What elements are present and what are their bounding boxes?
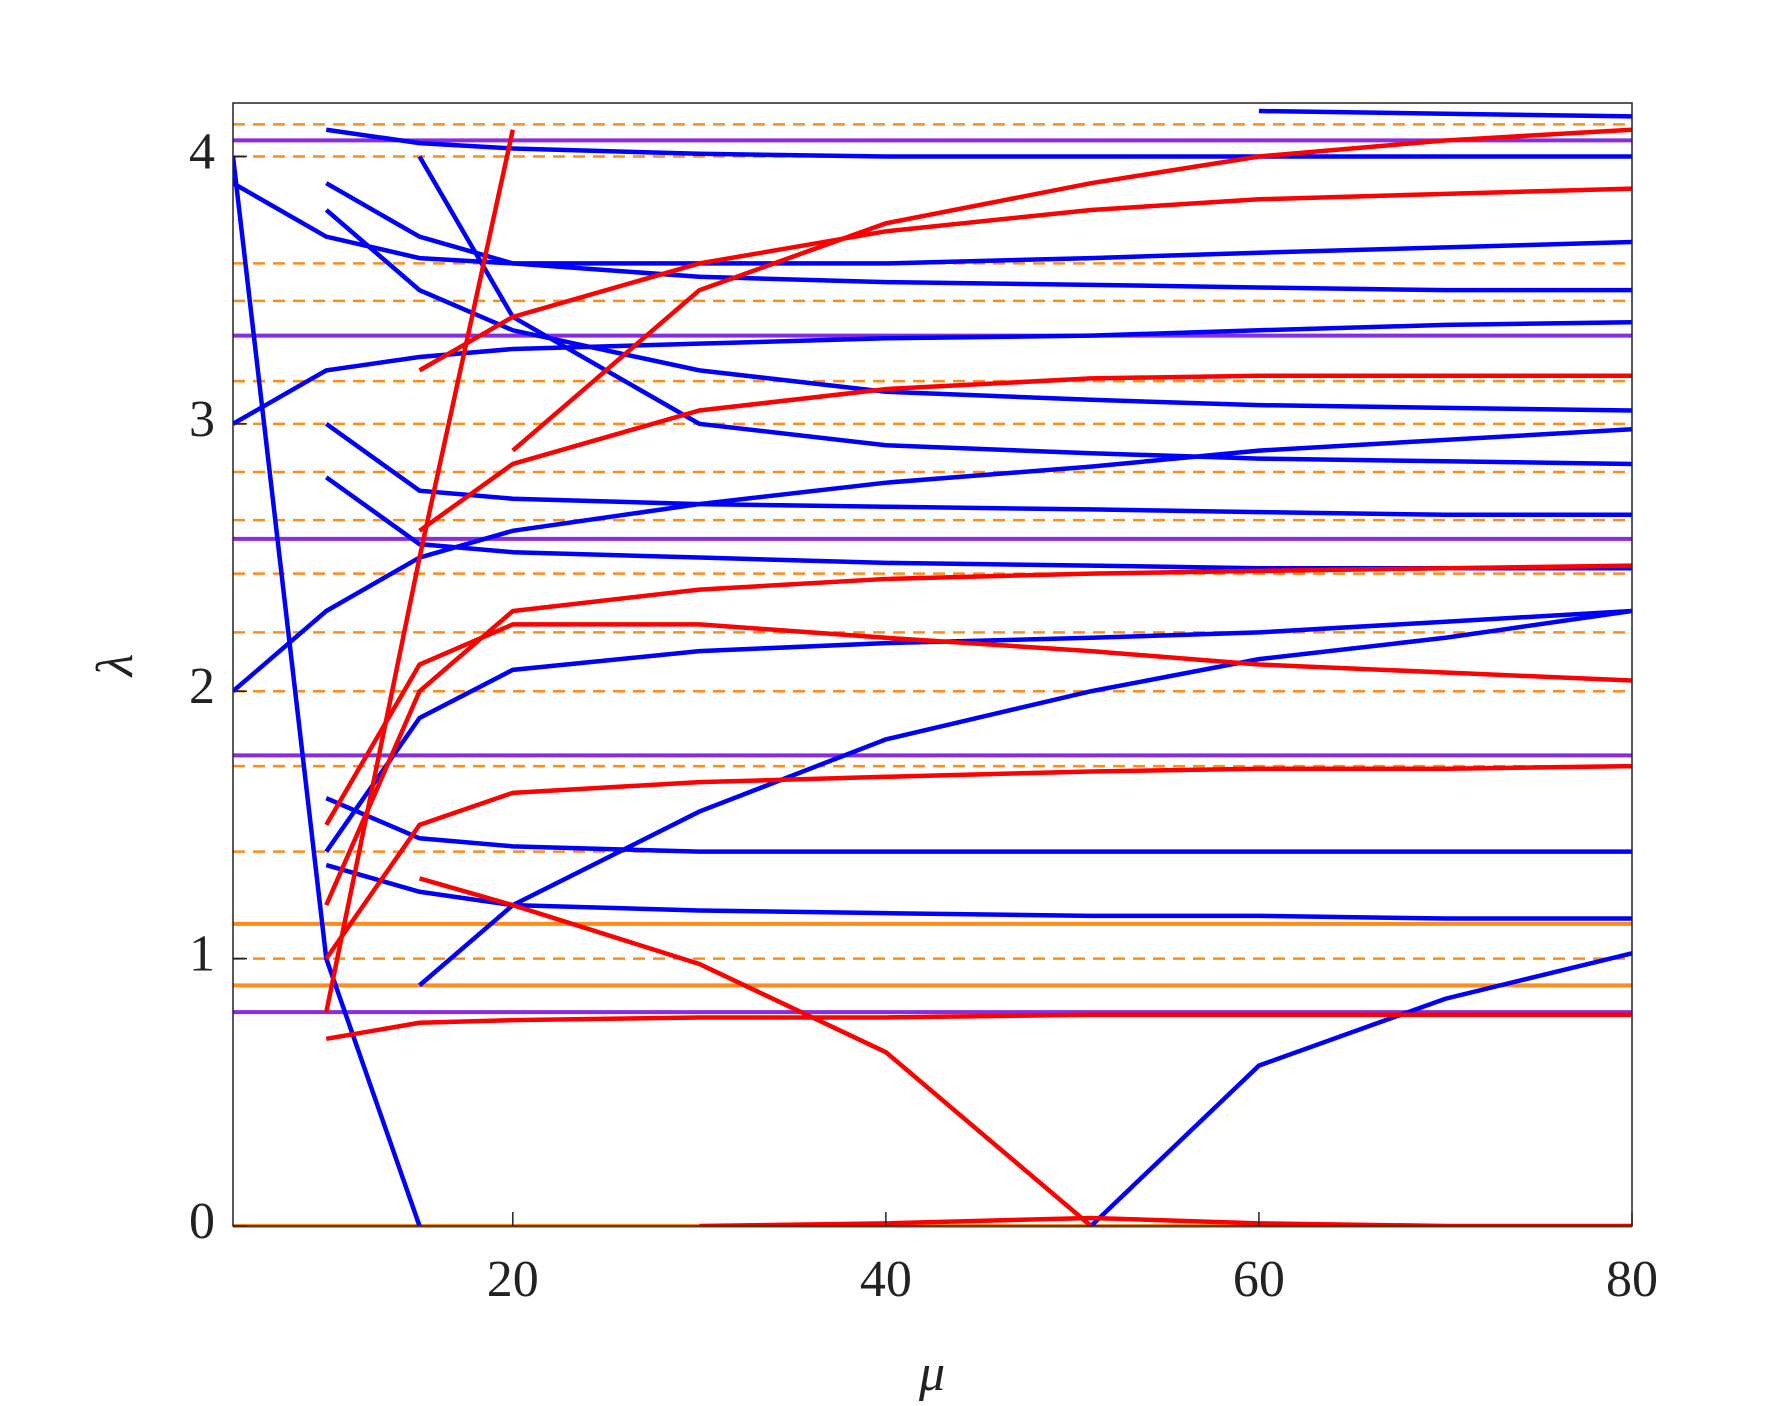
- series-line: [325, 127, 1632, 159]
- series-line: [325, 796, 1632, 854]
- series-line: [1258, 108, 1632, 119]
- series-line: [418, 876, 1093, 1226]
- series-line: [325, 1012, 1632, 1042]
- plot-frame: [232, 102, 1633, 1227]
- series-line: [418, 373, 1632, 533]
- series-line: [324, 563, 1632, 907]
- x-tick-label: 60: [1233, 1251, 1285, 1308]
- y-tick-label: 0: [189, 1193, 215, 1250]
- series-line: [324, 622, 1632, 827]
- series-line: [233, 426, 1632, 693]
- y-tick-label: 2: [189, 658, 215, 715]
- y-tick-label: 4: [189, 123, 215, 180]
- series-line: [324, 763, 1632, 960]
- series-line: [325, 181, 1632, 293]
- series-line: [233, 320, 1632, 426]
- series-line: [324, 208, 1632, 413]
- series-line: [324, 422, 1632, 518]
- y-tick-label: 1: [189, 926, 215, 983]
- x-tick-label: 20: [487, 1251, 539, 1308]
- series-line: [417, 155, 1632, 467]
- series-line: [324, 608, 1632, 853]
- x-tick-label: 80: [1606, 1251, 1658, 1308]
- series-line: [324, 475, 1632, 571]
- series-line: [324, 129, 515, 1013]
- series-line: [418, 186, 1632, 373]
- series-line: [1089, 951, 1632, 1226]
- x-tick-label: 40: [860, 1251, 912, 1308]
- series-line: [418, 608, 1632, 988]
- y-axis-label: λ: [87, 654, 144, 679]
- series-line: [325, 862, 1632, 921]
- x-axis-label: μ: [918, 1345, 945, 1402]
- series-line: [699, 1215, 1632, 1226]
- series-line: [511, 127, 1632, 453]
- y-tick-label: 3: [189, 391, 215, 448]
